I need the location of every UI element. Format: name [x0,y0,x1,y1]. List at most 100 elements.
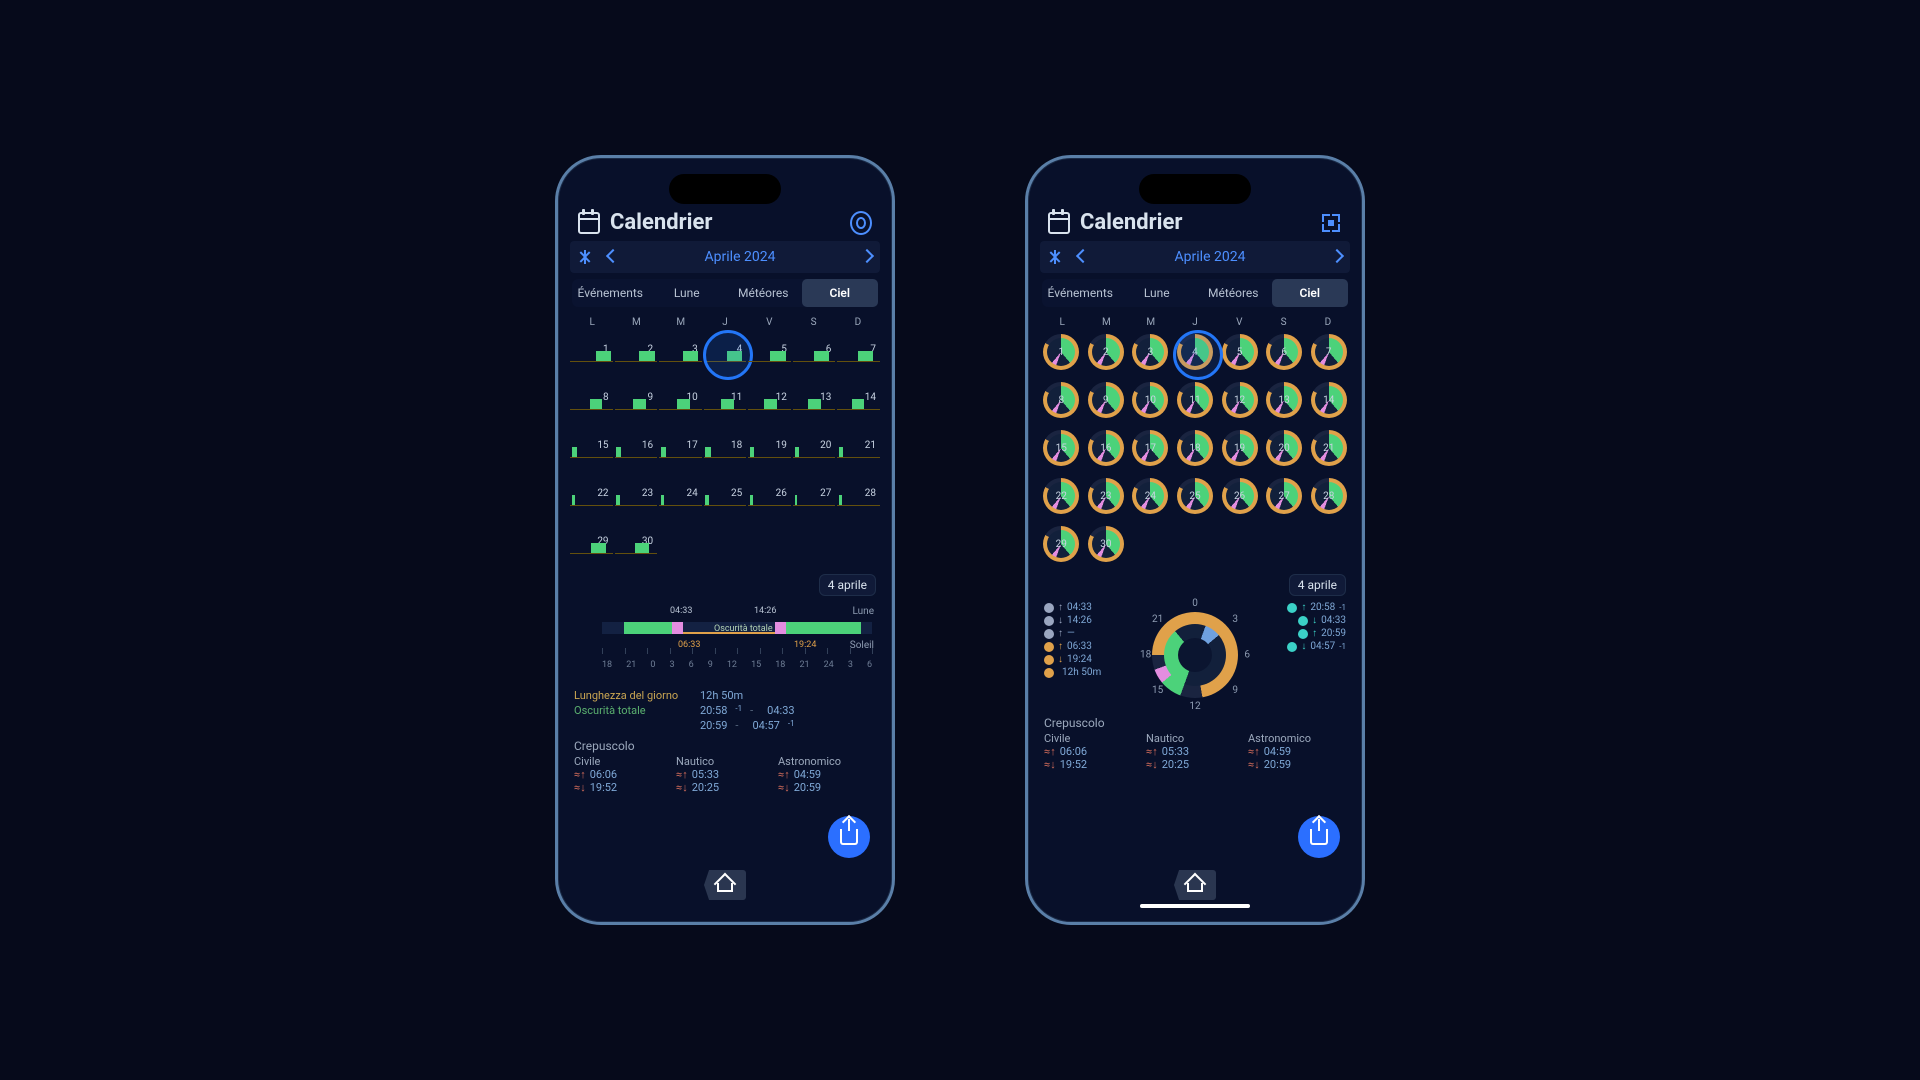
day-number: 19 [776,440,787,451]
day-cell[interactable]: 8 [570,378,613,422]
day-cell[interactable]: 25 [704,474,747,518]
detail-date: 4 aprile [1289,574,1346,596]
moon-set-time: 14:26 [754,606,776,616]
day-cell[interactable]: 6 [793,330,836,374]
day-cell[interactable]: 16 [615,426,658,470]
collapse-button[interactable] [1040,250,1070,264]
time-row: 12h 50m [1044,667,1114,678]
day-cell[interactable]: 17 [1129,426,1172,470]
day-number: 14 [865,392,876,403]
day-cell[interactable]: 12 [1218,378,1261,422]
day-cell[interactable]: 26 [748,474,791,518]
day-cell[interactable]: 13 [793,378,836,422]
clock-9: 9 [1232,685,1238,696]
day-cell[interactable]: 27 [1263,474,1306,518]
day-cell[interactable]: 15 [1040,426,1083,470]
day-cell[interactable]: 7 [1307,330,1350,374]
time-row: ↓04:33 [1276,615,1346,626]
tab-meteors[interactable]: Météores [725,279,802,307]
day-cell[interactable]: 19 [748,426,791,470]
day-cell[interactable]: 28 [837,474,880,518]
twilight-label: Nautico [1146,732,1244,745]
day-cell[interactable]: 10 [659,378,702,422]
share-button[interactable] [1298,816,1340,858]
day-cell[interactable]: 14 [1307,378,1350,422]
eye-icon [1298,616,1308,626]
day-cell[interactable]: 14 [837,378,880,422]
day-cell[interactable]: 29 [570,522,613,566]
day-number: 4 [1192,347,1198,358]
day-cell[interactable]: 2 [615,330,658,374]
day-cell[interactable]: 21 [1307,426,1350,470]
day-cell[interactable]: 25 [1174,474,1217,518]
next-month-button[interactable] [854,249,880,265]
twilight-col: Nautico≈↑05:33≈↓20:25 [676,755,774,794]
day-cell[interactable]: 23 [1085,474,1128,518]
next-month-button[interactable] [1324,249,1350,265]
collapse-button[interactable] [570,250,600,264]
day-cell[interactable]: 6 [1263,330,1306,374]
day-cell[interactable]: 18 [704,426,747,470]
day-cell[interactable]: 16 [1085,426,1128,470]
day-cell[interactable]: 22 [1040,474,1083,518]
day-cell[interactable]: 20 [793,426,836,470]
tab-moon[interactable]: Lune [1119,279,1196,307]
tab-sky[interactable]: Ciel [1272,279,1349,307]
day-cell[interactable]: 30 [615,522,658,566]
share-button[interactable] [828,816,870,858]
prev-month-button[interactable] [600,249,626,265]
day-number: 18 [731,440,742,451]
day-cell[interactable]: 23 [615,474,658,518]
day-cell[interactable]: 13 [1263,378,1306,422]
tab-meteors[interactable]: Météores [1195,279,1272,307]
day-cell[interactable]: 10 [1129,378,1172,422]
home-button[interactable] [704,870,746,900]
view-mode-icon[interactable] [850,212,872,234]
time-row: ↑20:59 [1276,628,1346,639]
day-cell[interactable]: 18 [1174,426,1217,470]
day-cell[interactable]: 11 [1174,378,1217,422]
day-cell[interactable]: 21 [837,426,880,470]
day-cell[interactable]: 17 [659,426,702,470]
tab-moon[interactable]: Lune [649,279,726,307]
day-cell[interactable]: 9 [1085,378,1128,422]
day-cell[interactable]: 19 [1218,426,1261,470]
month-label[interactable]: Aprile 2024 [626,249,854,265]
day-cell[interactable]: 28 [1307,474,1350,518]
day-cell[interactable]: 8 [1040,378,1083,422]
eye-icon [1298,629,1308,639]
month-label[interactable]: Aprile 2024 [1096,249,1324,265]
tab-events[interactable]: Événements [572,279,649,307]
day-cell[interactable]: 1 [1040,330,1083,374]
day-cell[interactable]: 11 [704,378,747,422]
day-cell[interactable]: 9 [615,378,658,422]
day-cell[interactable]: 1 [570,330,613,374]
day-cell[interactable]: 7 [837,330,880,374]
view-mode-icon[interactable] [1320,212,1342,234]
home-button[interactable] [1174,870,1216,900]
day-cell[interactable]: 4 [1174,330,1217,374]
day-cell[interactable]: 29 [1040,522,1083,566]
day-cell[interactable]: 2 [1085,330,1128,374]
day-cell[interactable]: 26 [1218,474,1261,518]
day-cell[interactable]: 5 [1218,330,1261,374]
tab-events[interactable]: Événements [1042,279,1119,307]
day-cell[interactable]: 4 [704,330,747,374]
day-cell[interactable]: 3 [1129,330,1172,374]
clock-15: 15 [1152,685,1163,696]
day-cell[interactable]: 30 [1085,522,1128,566]
day-number: 21 [1323,443,1334,454]
day-cell[interactable]: 24 [1129,474,1172,518]
day-cell[interactable]: 3 [659,330,702,374]
prev-month-button[interactable] [1070,249,1096,265]
day-cell[interactable]: 15 [570,426,613,470]
timeline-ticks [602,648,872,654]
day-cell[interactable]: 27 [793,474,836,518]
day-cell[interactable]: 5 [748,330,791,374]
weekday: M [614,313,658,330]
day-cell[interactable]: 22 [570,474,613,518]
day-cell[interactable]: 20 [1263,426,1306,470]
day-cell[interactable]: 24 [659,474,702,518]
tab-sky[interactable]: Ciel [802,279,879,307]
day-cell[interactable]: 12 [748,378,791,422]
